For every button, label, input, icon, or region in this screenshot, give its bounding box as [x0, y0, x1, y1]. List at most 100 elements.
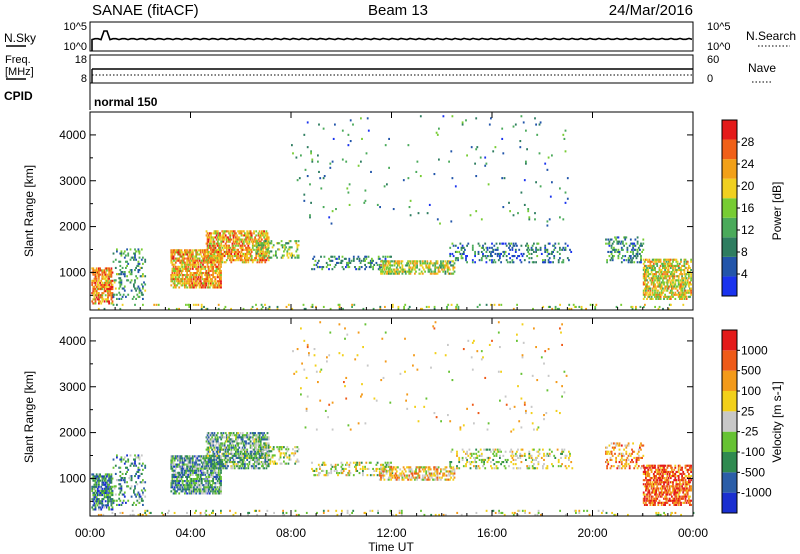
power-cell	[379, 307, 382, 310]
velocity-cell	[347, 474, 350, 477]
power-cell	[171, 267, 174, 270]
velocity-cell	[246, 434, 249, 437]
power-cell	[233, 255, 236, 258]
velocity-cell	[260, 456, 263, 459]
power-cell	[485, 246, 488, 249]
velocity-cell	[244, 467, 246, 470]
velocity-cell	[325, 474, 328, 477]
power-cell	[487, 183, 490, 186]
power-cell	[666, 283, 669, 286]
velocity-cell	[101, 481, 104, 484]
power-cell	[364, 189, 367, 192]
velocity-cell	[230, 444, 233, 447]
power-cell	[504, 242, 507, 245]
power-cell	[539, 121, 542, 124]
velocity-cell	[218, 452, 220, 455]
velocity-cell	[261, 446, 263, 449]
power-cell	[549, 261, 552, 264]
power-cell	[438, 127, 440, 130]
power-cell	[199, 284, 202, 287]
power-cell	[652, 273, 655, 276]
power-cell	[280, 256, 283, 259]
velocity-cell	[135, 456, 137, 459]
power-cell	[610, 257, 613, 260]
power-cell	[220, 249, 222, 252]
power-cell	[198, 257, 201, 260]
velocity-cell	[95, 477, 98, 480]
power-cell	[216, 248, 219, 251]
power-cell	[654, 266, 656, 269]
velocity-cell	[173, 473, 176, 476]
power-cell	[188, 259, 191, 262]
velocity-cell	[229, 458, 232, 461]
power-cell	[107, 294, 109, 297]
velocity-cell	[196, 457, 199, 460]
power-cell	[549, 305, 551, 308]
power-cell	[244, 232, 246, 235]
power-cell	[654, 295, 656, 298]
velocity-cell	[102, 477, 105, 480]
power-cell	[137, 250, 140, 253]
power-cell	[419, 272, 422, 275]
power-cell	[443, 266, 446, 269]
velocity-cell	[92, 494, 95, 497]
velocity-cell	[278, 448, 281, 451]
velocity-cell	[137, 456, 140, 459]
velocity-cell	[206, 463, 209, 466]
power-cell	[170, 257, 173, 260]
velocity-cell	[206, 471, 209, 474]
power-cell	[134, 248, 136, 251]
power-cell	[265, 259, 268, 262]
power-cell	[188, 280, 191, 283]
power-cell	[667, 285, 670, 288]
power-cell	[625, 259, 628, 262]
velocity-cell	[219, 490, 221, 493]
velocity-cell	[213, 448, 216, 451]
power-cell	[666, 281, 669, 284]
power-cell	[197, 276, 200, 279]
velocity-cell	[108, 473, 110, 476]
velocity-cell	[194, 467, 196, 470]
power-cell	[110, 292, 113, 295]
power-cell	[137, 271, 140, 274]
power-cell	[655, 275, 657, 278]
velocity-cell	[111, 500, 114, 503]
power-cell	[179, 269, 182, 272]
velocity-cell	[266, 446, 269, 449]
velocity-cell	[250, 454, 253, 457]
velocity-cell	[205, 440, 208, 443]
velocity-cell	[238, 446, 241, 449]
velocity-cell	[95, 481, 98, 484]
power-cell	[663, 258, 665, 261]
velocity-cell	[239, 454, 242, 457]
velocity-cell	[108, 479, 110, 482]
power-cell	[620, 246, 623, 249]
power-cell	[672, 285, 674, 288]
power-cell	[178, 280, 181, 283]
velocity-cell	[197, 467, 200, 470]
velocity-cell	[200, 478, 203, 481]
velocity-cell	[112, 458, 115, 461]
power-cell	[415, 266, 417, 269]
power-cell	[207, 280, 210, 283]
power-cell	[103, 283, 106, 286]
power-cell	[200, 282, 203, 285]
power-cell	[337, 261, 339, 264]
velocity-cell	[209, 463, 211, 466]
power-cell	[652, 262, 655, 265]
power-cell	[206, 248, 209, 251]
velocity-cell	[265, 446, 268, 449]
power-cell	[572, 303, 575, 306]
power-cell	[213, 255, 216, 258]
power-cell	[248, 250, 251, 253]
power-cell	[383, 185, 386, 188]
velocity-cell	[219, 480, 221, 483]
power-cell	[207, 267, 210, 270]
power-cell	[672, 287, 674, 290]
power-cell	[493, 244, 496, 247]
velocity-cell	[240, 454, 243, 457]
power-cell	[206, 246, 209, 249]
power-cell	[106, 290, 108, 293]
power-cell	[663, 277, 665, 280]
power-cell	[384, 270, 387, 273]
